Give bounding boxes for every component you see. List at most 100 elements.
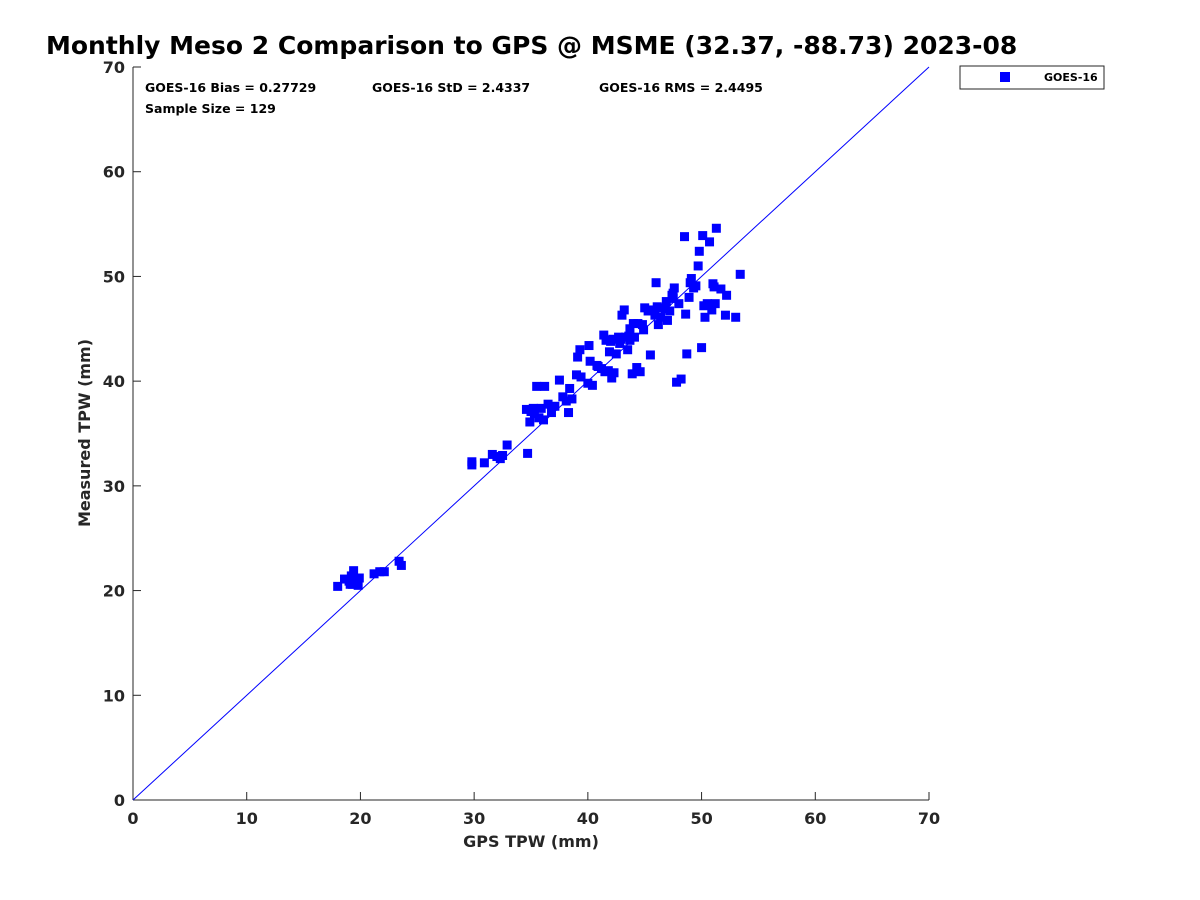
data-point xyxy=(689,283,699,293)
data-point xyxy=(660,304,670,314)
data-point xyxy=(396,560,406,570)
data-point xyxy=(716,284,726,294)
data-point xyxy=(607,373,617,383)
data-point xyxy=(674,299,684,309)
data-point xyxy=(651,278,661,288)
chart-title: Monthly Meso 2 Comparison to GPS @ MSME … xyxy=(46,31,1017,60)
data-point xyxy=(575,345,585,355)
data-point xyxy=(608,334,618,344)
x-tick-label: 30 xyxy=(463,809,485,828)
data-point xyxy=(532,381,542,391)
data-point xyxy=(345,579,355,589)
data-point xyxy=(639,325,649,335)
data-point xyxy=(735,269,745,279)
data-point xyxy=(656,312,666,322)
data-point xyxy=(561,396,571,406)
data-point xyxy=(625,324,635,334)
data-point xyxy=(467,457,477,467)
data-point xyxy=(720,310,730,320)
x-tick-label: 60 xyxy=(804,809,826,828)
data-point xyxy=(697,343,707,353)
data-point xyxy=(662,315,672,325)
data-point xyxy=(676,374,686,384)
data-point xyxy=(584,341,594,351)
x-tick-label: 10 xyxy=(236,809,258,828)
data-point xyxy=(565,383,575,393)
y-tick-label: 50 xyxy=(103,267,125,286)
data-point xyxy=(611,349,621,359)
one-to-one-reference-line xyxy=(132,66,930,801)
y-tick-label: 30 xyxy=(103,477,125,496)
data-point xyxy=(340,574,350,584)
y-tick-label: 70 xyxy=(103,58,125,77)
data-point xyxy=(540,381,550,391)
stat-rms: GOES-16 RMS = 2.4495 xyxy=(599,80,763,95)
data-point xyxy=(369,569,379,579)
data-point xyxy=(587,380,597,390)
data-point xyxy=(722,290,732,300)
data-point xyxy=(525,417,535,427)
y-tick-label: 20 xyxy=(103,582,125,601)
data-point xyxy=(573,352,583,362)
data-point xyxy=(571,370,581,380)
x-tick-label: 20 xyxy=(349,809,371,828)
data-point xyxy=(668,288,678,298)
data-point xyxy=(650,310,660,320)
data-point xyxy=(546,408,556,418)
x-axis-label: GPS TPW (mm) xyxy=(463,832,599,851)
data-point xyxy=(375,567,385,577)
data-point xyxy=(711,223,721,233)
data-point xyxy=(534,413,544,423)
data-point xyxy=(521,404,531,414)
data-point xyxy=(685,278,695,288)
data-point xyxy=(554,375,564,385)
data-point xyxy=(349,566,359,576)
axes xyxy=(132,67,929,801)
data-point xyxy=(550,401,560,411)
data-point xyxy=(498,450,508,460)
data-point xyxy=(709,282,719,292)
data-point xyxy=(668,293,678,303)
data-point xyxy=(352,576,362,586)
data-point xyxy=(523,448,533,458)
x-tick-label: 50 xyxy=(690,809,712,828)
x-ticks: 0 10 20 30 40 50 60 70 xyxy=(127,792,940,828)
data-point xyxy=(543,399,553,409)
legend-label: GOES-16 xyxy=(1044,71,1098,84)
data-point xyxy=(601,335,611,345)
data-point xyxy=(628,319,638,329)
legend: GOES-16 xyxy=(959,65,1105,90)
data-point xyxy=(502,440,512,450)
data-point xyxy=(526,407,536,417)
data-point xyxy=(710,299,720,309)
data-point xyxy=(625,335,635,345)
y-ticks: 0 10 20 30 40 50 60 70 xyxy=(103,58,141,810)
stat-sample-size: Sample Size = 129 xyxy=(145,101,276,116)
data-point xyxy=(536,403,546,413)
data-point xyxy=(681,309,691,319)
x-tick-label: 70 xyxy=(918,809,940,828)
data-point xyxy=(567,394,577,404)
data-point xyxy=(615,338,625,348)
data-point xyxy=(694,246,704,256)
data-point xyxy=(698,231,708,241)
data-point xyxy=(603,366,613,376)
y-tick-label: 0 xyxy=(114,791,125,810)
data-point xyxy=(627,369,637,379)
data-point xyxy=(379,567,389,577)
data-point xyxy=(576,372,586,382)
data-point xyxy=(635,367,645,377)
y-tick-label: 60 xyxy=(103,163,125,182)
data-point xyxy=(648,305,658,315)
data-point xyxy=(585,356,595,366)
legend-marker-square-icon xyxy=(1000,72,1010,82)
data-point xyxy=(633,319,643,329)
data-point xyxy=(629,332,639,342)
y-tick-label: 10 xyxy=(103,686,125,705)
data-point xyxy=(682,349,692,359)
data-point xyxy=(680,232,690,242)
legend-box xyxy=(959,65,1105,90)
data-point xyxy=(599,330,609,340)
data-point xyxy=(609,368,619,378)
